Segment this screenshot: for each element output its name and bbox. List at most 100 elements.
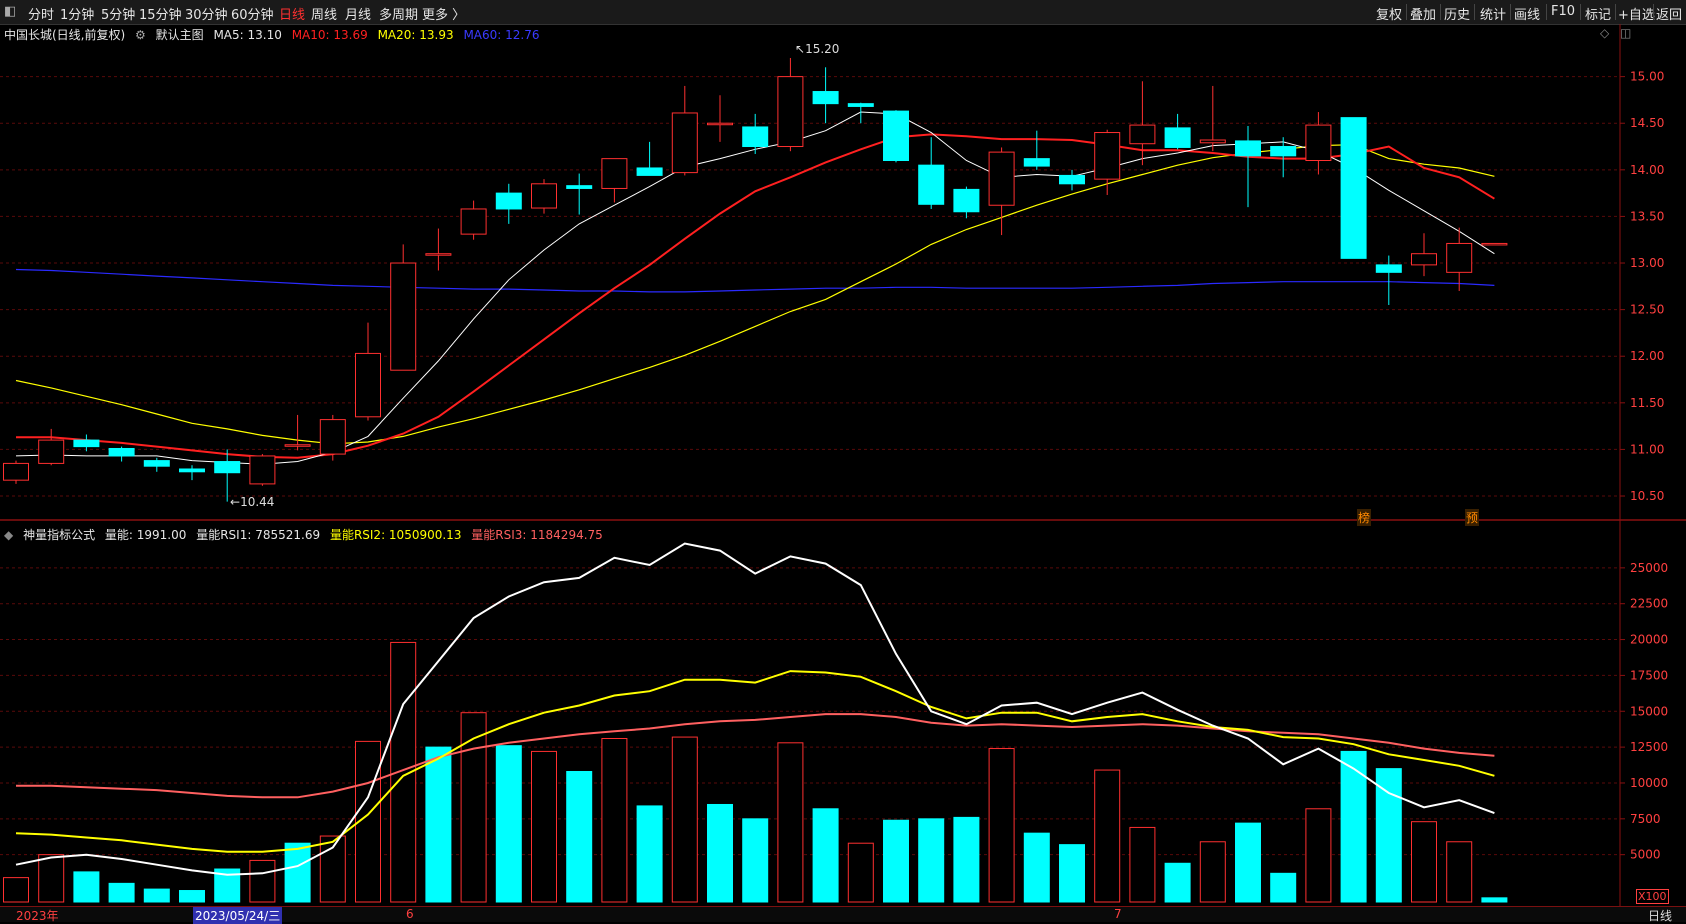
- volume-bar: [38, 854, 65, 903]
- volume-bar: [495, 745, 522, 903]
- price-tick-label: 12.00: [1630, 349, 1664, 363]
- volume-bar: [671, 736, 698, 903]
- price-tick-label: 14.00: [1630, 163, 1664, 177]
- candle: [73, 439, 100, 448]
- period-tab-more[interactable]: 更多 〉: [422, 8, 466, 23]
- volume-bar: [1270, 872, 1297, 903]
- ma10-label: MA10: 13.69: [291, 28, 368, 42]
- volume-bar: [1164, 862, 1191, 903]
- add-watchlist-button[interactable]: +自选: [1618, 8, 1655, 23]
- period-tab-1min[interactable]: 1分钟: [60, 8, 95, 23]
- volume-bar: [918, 818, 945, 903]
- candle: [1164, 127, 1191, 148]
- indicator-toggle-icon[interactable]: ◆: [4, 528, 14, 542]
- draw-button[interactable]: 画线: [1514, 8, 1541, 23]
- main-legend: 中国长城(日线,前复权) ⚙ 默认主图 MA5: 13.10 MA10: 13.…: [4, 26, 546, 43]
- period-tab-15min[interactable]: 15分钟: [139, 8, 182, 23]
- stock-title[interactable]: 中国长城(日线,前复权): [4, 28, 126, 42]
- volume-bar: [636, 805, 663, 903]
- volume-tick-label: 17500: [1630, 668, 1668, 682]
- low-value: 10.44: [240, 495, 275, 509]
- period-tab-weekly[interactable]: 周线: [311, 8, 338, 23]
- ma10-line: [16, 133, 1495, 459]
- period-label[interactable]: 日线: [1648, 909, 1673, 923]
- candle: [214, 461, 241, 474]
- period-tab-fenshi[interactable]: 分时: [28, 8, 55, 23]
- candle: [918, 164, 945, 205]
- mark-button[interactable]: 标记: [1585, 8, 1612, 23]
- period-tab-daily[interactable]: 日线: [279, 8, 306, 23]
- rsi3-label: 量能RSI3: 1184294.75: [471, 528, 603, 542]
- volume-tick-label: 25000: [1630, 561, 1668, 575]
- volume-bar: [1340, 750, 1367, 903]
- candle: [671, 112, 698, 174]
- period-tab-5min[interactable]: 5分钟: [101, 8, 136, 23]
- price-tick-label: 12.50: [1630, 303, 1664, 317]
- candle: [143, 460, 170, 467]
- indicator-name[interactable]: 神量指标公式: [23, 528, 96, 542]
- volume-bar: [601, 738, 628, 903]
- period-tab-30min[interactable]: 30分钟: [185, 8, 228, 23]
- high-value: 15.20: [805, 42, 840, 56]
- volume-bar: [179, 890, 205, 903]
- main-chart-name[interactable]: 默认主图: [155, 28, 204, 42]
- candle: [847, 103, 874, 107]
- volume-bar: [812, 808, 839, 903]
- settings-icon[interactable]: ⚙: [135, 28, 146, 42]
- volume-tick-label: 20000: [1630, 633, 1668, 647]
- candle: [108, 447, 135, 457]
- volume-bar: [1446, 841, 1473, 903]
- forecast-marker[interactable]: 预: [1465, 509, 1480, 526]
- candle: [3, 462, 29, 481]
- overlay-button[interactable]: 叠加: [1410, 8, 1437, 23]
- candle: [1340, 117, 1367, 259]
- volume-bar: [531, 750, 557, 903]
- volume-tick-label: 7500: [1630, 812, 1661, 826]
- candle: [812, 91, 839, 105]
- history-button[interactable]: 历史: [1444, 8, 1471, 23]
- year-label: 2023年: [16, 909, 59, 923]
- candle: [1129, 124, 1156, 145]
- ma60-line: [15, 268, 1495, 293]
- candle: [531, 183, 557, 209]
- candle: [390, 262, 417, 371]
- time-axis: 2023年 2023/05/24/三 6 7 日线: [0, 906, 1686, 924]
- candle: [742, 126, 769, 148]
- month-6-label: 6: [406, 907, 414, 921]
- volume-bar: [953, 816, 980, 903]
- candle: [707, 122, 733, 126]
- volume-bar: [1199, 841, 1226, 903]
- rsi3-line: [16, 713, 1495, 799]
- volume-bar: [988, 748, 1015, 903]
- stats-button[interactable]: 统计: [1480, 8, 1507, 23]
- collapse-icon[interactable]: ◧: [4, 4, 17, 19]
- ma5-line: [15, 111, 1495, 465]
- price-tick-label: 13.50: [1630, 209, 1664, 223]
- price-tick-label: 10.50: [1630, 489, 1664, 503]
- candle: [988, 151, 1015, 206]
- back-button[interactable]: 返回: [1656, 8, 1683, 23]
- f10-button[interactable]: F10: [1551, 4, 1576, 19]
- period-tab-multi[interactable]: 多周期: [379, 8, 419, 23]
- candle: [777, 76, 804, 148]
- period-tab-60min[interactable]: 60分钟: [231, 8, 274, 23]
- volume-bar: [707, 803, 733, 903]
- window-icon[interactable]: ◫: [1620, 26, 1632, 40]
- price-tick-label: 15.00: [1630, 70, 1664, 84]
- candle: [1375, 264, 1402, 273]
- sub-legend: ◆ 神量指标公式 量能: 1991.00 量能RSI1: 785521.69 量…: [4, 526, 609, 543]
- volume-bar: [143, 888, 170, 903]
- candle: [179, 468, 205, 473]
- ma60-label: MA60: 12.76: [463, 28, 540, 42]
- fuquan-button[interactable]: 复权: [1376, 8, 1403, 23]
- candle: [425, 253, 452, 256]
- volume-bar: [1411, 821, 1437, 903]
- diamond-icon[interactable]: ◇: [1600, 26, 1610, 40]
- candle: [953, 188, 980, 213]
- volume-bar: [3, 877, 29, 903]
- volume-tick-label: 12500: [1630, 740, 1668, 754]
- period-tab-monthly[interactable]: 月线: [345, 8, 372, 23]
- volume-bar: [847, 842, 874, 903]
- rank-marker[interactable]: 榜: [1357, 509, 1372, 526]
